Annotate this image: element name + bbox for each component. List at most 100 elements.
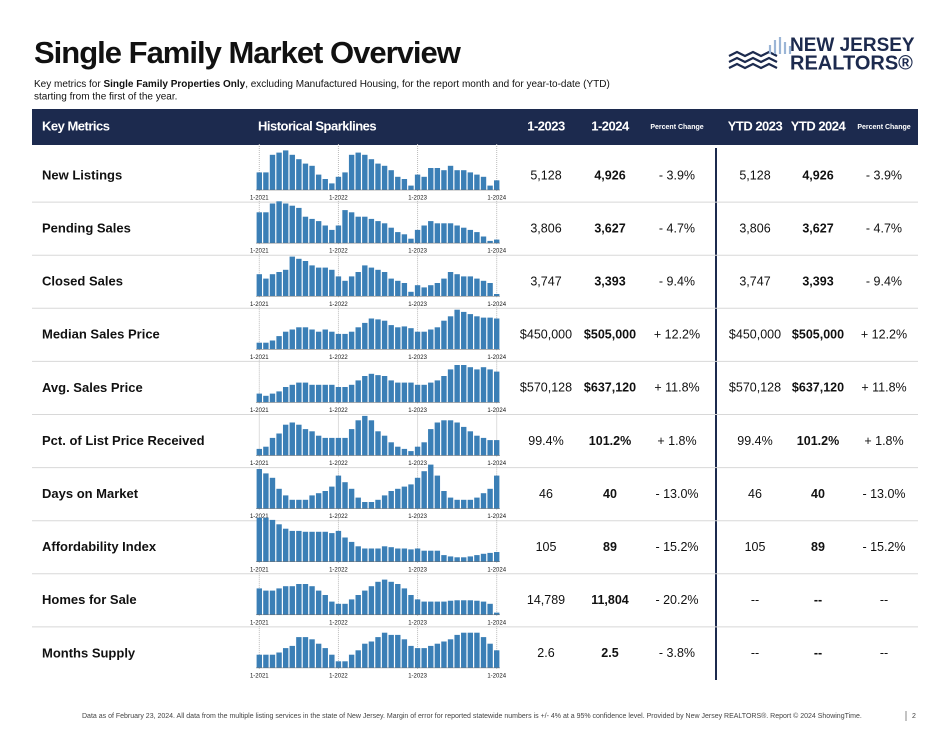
sparkline-bar bbox=[461, 499, 467, 509]
sparkline-label: 1-2022 bbox=[329, 408, 348, 414]
sparkline-bar bbox=[467, 600, 474, 615]
metric-name: New Listings bbox=[42, 167, 122, 182]
sparkline-bar bbox=[461, 276, 467, 297]
sparkline-bar bbox=[381, 546, 388, 562]
sparkline-bar bbox=[368, 373, 375, 403]
sparkline-bar bbox=[256, 393, 262, 403]
metric-name: Pct. of List Price Received bbox=[42, 433, 205, 448]
sparkline-bar bbox=[388, 491, 394, 509]
sparkline-bar bbox=[401, 486, 408, 509]
sparkline-label: 1-2023 bbox=[408, 620, 427, 626]
sparkline-bar bbox=[282, 203, 289, 244]
sparkline-bar bbox=[388, 547, 394, 562]
sparkline-bar bbox=[408, 291, 414, 297]
logo-text: REALTORS® bbox=[790, 52, 913, 74]
sparkline-bar bbox=[487, 369, 493, 403]
sparkline-bar bbox=[263, 517, 269, 562]
sparkline-bar bbox=[428, 382, 434, 403]
cell: 89 bbox=[811, 540, 825, 554]
sparkline-bar bbox=[428, 221, 434, 244]
column-header: Key Metrics bbox=[42, 118, 110, 133]
sparkline-bar bbox=[434, 380, 441, 403]
sparkline-bar bbox=[309, 639, 315, 668]
sparkline-bar bbox=[315, 384, 322, 403]
sparkline-bar bbox=[289, 586, 295, 615]
sparkline-label: 1-2024 bbox=[487, 249, 506, 255]
subtitle-text: , excluding Manufactured Housing, for th… bbox=[245, 79, 610, 90]
sparkline-bar bbox=[375, 548, 381, 562]
sparkline-bar bbox=[276, 652, 282, 668]
sparkline-bar bbox=[263, 212, 269, 244]
sparkline-bar bbox=[375, 221, 381, 244]
sparkline-bar bbox=[447, 316, 454, 350]
sparkline-bar bbox=[269, 590, 276, 615]
sparkline-bar bbox=[315, 221, 322, 244]
cell: + 12.2% bbox=[861, 328, 907, 342]
cell: $570,128 bbox=[729, 381, 781, 395]
sparkline-label: 1-2023 bbox=[408, 461, 427, 467]
subtitle-text: Key metrics for bbox=[34, 79, 103, 90]
sparkline-bar bbox=[461, 365, 467, 403]
sparkline-bar bbox=[348, 276, 355, 297]
sparkline-bar bbox=[480, 367, 487, 403]
sparkline-bar bbox=[447, 639, 454, 668]
sparkline-bar bbox=[461, 557, 467, 562]
sparkline-bar bbox=[309, 165, 315, 190]
sparkline-bar bbox=[441, 555, 447, 562]
sparkline-bar bbox=[487, 603, 493, 615]
sparkline-bar bbox=[447, 165, 454, 190]
sparkline-bar bbox=[487, 552, 493, 562]
sparkline-bar bbox=[421, 442, 427, 456]
sparkline-bar bbox=[421, 225, 427, 244]
sparkline-label: 1-2024 bbox=[487, 196, 506, 202]
sparkline-bar bbox=[487, 283, 493, 297]
sparkline-bar bbox=[329, 229, 335, 244]
sparkline-bar bbox=[355, 380, 361, 403]
sparkline-bar bbox=[474, 278, 480, 297]
sparkline-bar bbox=[454, 309, 460, 350]
sparkline-label: 1-2023 bbox=[408, 355, 427, 361]
sparkline-bar bbox=[388, 278, 394, 297]
sparkline-bar bbox=[487, 488, 493, 509]
sparkline-bar bbox=[421, 331, 427, 350]
cell: 4,926 bbox=[802, 168, 833, 182]
sparkline-bar bbox=[381, 435, 388, 456]
sparkline-bar bbox=[434, 223, 441, 244]
sparkline-bar bbox=[414, 285, 421, 297]
sparkline-bar bbox=[428, 464, 434, 509]
sparkline-bar bbox=[454, 422, 460, 456]
sparkline-bar bbox=[388, 581, 394, 615]
sparkline-bar bbox=[474, 435, 480, 456]
sparkline-bar bbox=[434, 327, 441, 350]
sparkline-bar bbox=[315, 267, 322, 297]
cell: - 3.8% bbox=[659, 646, 695, 660]
sparkline-bar bbox=[322, 225, 328, 244]
sparkline-bar bbox=[348, 654, 355, 668]
sparkline-bar bbox=[395, 382, 401, 403]
sparkline-bar bbox=[289, 329, 295, 350]
cell: 99.4% bbox=[528, 434, 563, 448]
sparkline-bar bbox=[467, 276, 474, 297]
sparkline-bar bbox=[467, 367, 474, 403]
sparkline-bar bbox=[487, 240, 493, 244]
sparkline-bar bbox=[441, 420, 447, 456]
sparkline-bar bbox=[461, 170, 467, 190]
sparkline-bar bbox=[408, 185, 414, 190]
sparkline-label: 1-2024 bbox=[487, 567, 506, 573]
cell: - 4.7% bbox=[866, 221, 902, 235]
sparkline-label: 1-2021 bbox=[250, 408, 269, 414]
sparkline-bar bbox=[335, 530, 342, 562]
column-header: Percent Change bbox=[857, 124, 910, 131]
sparkline-bar bbox=[480, 317, 487, 350]
sparkline-label: 1-2021 bbox=[250, 355, 269, 361]
sparkline-bar bbox=[362, 502, 368, 509]
sparkline-label: 1-2021 bbox=[250, 567, 269, 573]
sparkline-label: 1-2024 bbox=[487, 302, 506, 308]
sparkline-bar bbox=[296, 637, 302, 668]
sparkline-label: 1-2021 bbox=[250, 673, 269, 679]
sparkline-bar bbox=[381, 579, 388, 615]
sparkline-bar bbox=[348, 541, 355, 562]
cell: 46 bbox=[748, 487, 762, 501]
sparkline-bar bbox=[256, 517, 262, 562]
